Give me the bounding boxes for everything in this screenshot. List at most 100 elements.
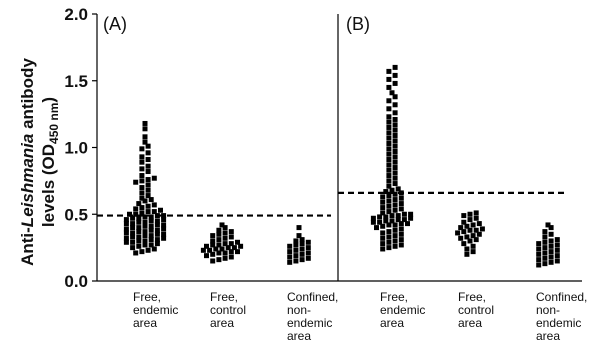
data-point xyxy=(130,234,136,240)
category-label-line: Free, xyxy=(133,290,161,304)
y-axis-title-line2-prefix: levels (OD xyxy=(39,144,58,227)
data-point xyxy=(139,146,145,152)
data-point xyxy=(161,231,167,237)
data-point xyxy=(136,234,142,240)
data-point xyxy=(386,68,392,74)
data-point xyxy=(142,120,148,126)
data-point xyxy=(222,225,228,231)
data-point xyxy=(133,179,139,185)
panel-b: (B)Free,endemicareaFree,controlareaConfi… xyxy=(338,14,587,343)
chart-panels: (A)Free,endemicareaFree,controlareaConfi… xyxy=(97,14,587,343)
data-point xyxy=(386,76,392,82)
data-point xyxy=(145,187,151,193)
data-point xyxy=(145,193,151,199)
y-axis-title-prefix: Anti- xyxy=(18,227,37,266)
data-point xyxy=(222,235,228,241)
data-point xyxy=(386,135,392,141)
category-label-line: Confined, xyxy=(287,290,338,304)
data-point xyxy=(299,241,305,247)
data-point xyxy=(455,230,461,236)
data-point xyxy=(145,177,151,183)
data-point xyxy=(161,213,167,219)
data-point xyxy=(154,237,160,243)
data-point xyxy=(383,189,389,195)
data-point xyxy=(542,229,548,235)
data-point xyxy=(142,242,148,248)
category-label-line: non- xyxy=(536,303,560,317)
data-point xyxy=(136,219,142,225)
data-point xyxy=(305,239,311,245)
y-tick-label: 1.5 xyxy=(64,72,88,91)
data-point xyxy=(145,247,151,253)
data-point xyxy=(210,251,216,257)
data-point xyxy=(136,225,142,231)
category-label-line: area xyxy=(133,316,157,330)
data-point xyxy=(127,211,132,217)
data-point xyxy=(139,249,145,255)
data-point xyxy=(386,162,392,168)
data-point xyxy=(392,243,398,249)
data-point xyxy=(142,134,148,140)
y-axis-title-line1: Anti-Leishmania antibody xyxy=(18,58,37,266)
data-point xyxy=(299,246,305,252)
data-point xyxy=(123,217,129,223)
data-point xyxy=(392,64,398,70)
data-point xyxy=(479,226,485,232)
data-point xyxy=(473,237,479,243)
category-label-line: Free, xyxy=(210,290,238,304)
data-point xyxy=(392,202,398,208)
data-point xyxy=(151,175,157,181)
data-point xyxy=(299,257,305,263)
data-point xyxy=(216,242,222,248)
data-point xyxy=(386,198,392,204)
data-point xyxy=(154,213,160,219)
data-point xyxy=(405,221,410,227)
data-point xyxy=(386,98,392,104)
data-point xyxy=(148,242,154,248)
data-point xyxy=(136,243,142,249)
data-point xyxy=(216,257,222,263)
data-point xyxy=(235,239,240,245)
category-label-line: area xyxy=(210,316,234,330)
data-point xyxy=(467,238,473,244)
data-point xyxy=(154,231,160,237)
data-point xyxy=(161,226,167,232)
data-point xyxy=(380,246,386,252)
data-point xyxy=(386,157,392,163)
data-point xyxy=(136,201,142,207)
data-point xyxy=(148,223,154,229)
data-point xyxy=(133,250,139,256)
data-point xyxy=(130,225,136,231)
data-point xyxy=(386,178,392,184)
data-point xyxy=(392,80,398,86)
data-point xyxy=(545,222,551,228)
data-point xyxy=(467,217,473,223)
data-point xyxy=(476,231,482,237)
data-point xyxy=(299,251,305,257)
data-point xyxy=(216,227,222,233)
data-point xyxy=(536,241,542,247)
data-point xyxy=(386,245,392,251)
data-point xyxy=(392,72,398,78)
data-point xyxy=(133,211,139,217)
y-tick-label: 1.0 xyxy=(64,139,88,158)
data-point xyxy=(392,175,398,181)
data-point xyxy=(395,213,401,219)
data-point xyxy=(548,259,554,265)
data-point xyxy=(380,241,386,247)
data-point xyxy=(554,242,560,248)
data-point xyxy=(386,203,392,209)
data-point xyxy=(392,238,398,244)
data-point xyxy=(401,211,407,217)
data-point xyxy=(542,234,548,240)
data-point xyxy=(151,246,157,252)
data-point xyxy=(370,215,376,221)
data-point xyxy=(142,219,148,225)
data-point xyxy=(139,210,145,216)
data-point xyxy=(142,233,148,239)
data-point xyxy=(386,119,392,125)
category-label-line: endemic xyxy=(536,316,581,330)
data-point xyxy=(145,157,151,163)
data-point xyxy=(130,221,136,227)
data-point xyxy=(139,178,145,184)
